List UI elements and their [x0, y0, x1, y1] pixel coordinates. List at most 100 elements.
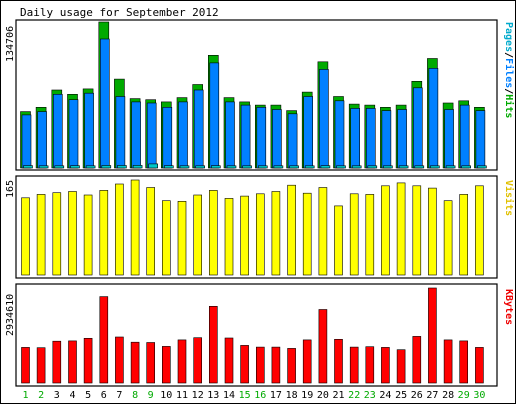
x-tick-label-day-10: 10	[160, 390, 172, 401]
legend-pages: Pages	[503, 22, 514, 52]
x-tick-label-day-6: 6	[101, 390, 107, 401]
files-bar-day-5	[84, 92, 94, 169]
x-tick-label-day-9: 9	[148, 390, 154, 401]
files-bar-day-8	[131, 101, 141, 169]
kbytes-bar-day-20	[318, 309, 328, 384]
x-tick-label-day-29: 29	[458, 390, 470, 401]
kbytes-bar-day-9	[146, 342, 155, 384]
visits-bar-day-4	[68, 191, 77, 276]
kbytes-bar-day-29	[459, 340, 469, 384]
visits-bar-day-26	[412, 185, 422, 276]
pages-bar-day-21	[336, 165, 346, 169]
pages-bar-day-5	[85, 165, 96, 169]
files-bar-day-17	[272, 109, 282, 169]
pages-bar-day-9	[148, 163, 158, 169]
x-tick-label-day-26: 26	[411, 390, 423, 401]
pages-bar-day-10	[164, 165, 174, 169]
kbytes-bar-day-18	[287, 348, 296, 384]
kbytes-bar-day-19	[302, 339, 312, 384]
kbytes-bar-day-24	[381, 347, 390, 384]
x-tick-label-day-1: 1	[22, 390, 28, 401]
files-bar-day-11	[178, 101, 188, 169]
visits-bar-day-17	[271, 191, 281, 276]
files-bar-day-19	[303, 96, 314, 169]
files-bar-day-24	[381, 110, 392, 169]
pages-bar-day-4	[70, 165, 80, 169]
x-axis-day-labels: 1 2 3 4 5 6 7 8 9 10 11 12 13 14 15 16 17 18 19 20 21 22 23 24 2…	[22, 390, 485, 401]
kbytes-bar-day-3	[52, 340, 62, 384]
pages-bar-day-26	[414, 165, 425, 169]
files-bar-day-1	[21, 114, 32, 169]
visits-bar-day-5	[83, 194, 93, 276]
x-tick-label-day-5: 5	[85, 390, 91, 401]
files-bar-day-9	[146, 102, 157, 169]
files-bar-day-30	[475, 110, 486, 169]
visits-bar-day-18	[287, 184, 296, 276]
pages-bar-day-19	[304, 165, 315, 169]
visits-bar-day-16	[255, 193, 265, 276]
pages-bar-day-7	[117, 165, 127, 169]
files-bar-day-12	[193, 89, 204, 169]
kbytes-bar-day-14	[224, 337, 234, 384]
kbytes-bar-day-17	[271, 346, 281, 384]
x-tick-label-day-13: 13	[207, 390, 219, 401]
pages-bar-day-30	[477, 165, 487, 169]
files-bar-day-3	[52, 94, 63, 169]
files-bar-day-14	[225, 101, 235, 169]
visits-bar-day-14	[224, 198, 234, 276]
visits-bar-day-6	[99, 190, 109, 276]
files-bar-day-7	[115, 96, 126, 169]
visits-bar-day-29	[459, 194, 469, 276]
x-tick-label-day-23: 23	[364, 390, 376, 401]
x-tick-label-day-3: 3	[54, 390, 60, 401]
legend-kbytes: KBytes	[503, 289, 514, 325]
files-bar-day-21	[334, 100, 345, 169]
visits-bar-day-1	[21, 197, 30, 276]
pages-bar-day-16	[257, 165, 268, 169]
x-tick-label-day-25: 25	[395, 390, 407, 401]
pages-bar-day-27	[430, 165, 440, 169]
kbytes-bar-day-23	[365, 346, 375, 384]
pages-bar-day-29	[461, 165, 472, 169]
files-bar-day-28	[444, 109, 454, 169]
visits-bar-day-23	[365, 194, 375, 276]
svg-text:Pages/Files/Hits: Pages/Files/Hits	[503, 22, 515, 118]
visits-bar-day-8	[130, 179, 140, 276]
visits-bar-day-19	[302, 192, 312, 276]
pages-bar-day-15	[242, 165, 252, 169]
pages-bar-day-2	[38, 165, 49, 169]
x-tick-label-day-17: 17	[270, 390, 282, 401]
kbytes-bar-day-8	[130, 341, 140, 384]
visits-bar-day-22	[349, 193, 359, 276]
x-tick-label-day-15: 15	[239, 390, 251, 401]
kbytes-y-max-label: 2934610	[5, 294, 16, 336]
visits-bar-day-21	[334, 205, 343, 276]
pages-bar-day-18	[289, 165, 299, 169]
visits-bar-day-2	[36, 194, 46, 276]
pages-bar-day-3	[54, 165, 65, 169]
hits-y-max-label: 134706	[5, 26, 16, 62]
kbytes-panel-bars	[21, 287, 484, 384]
kbytes-bar-day-27	[428, 287, 437, 384]
visits-bar-day-25	[396, 182, 406, 276]
kbytes-bar-day-25	[396, 349, 406, 384]
x-tick-label-day-16: 16	[254, 390, 266, 401]
x-tick-label-day-28: 28	[442, 390, 454, 401]
pages-bar-day-20	[320, 165, 331, 169]
kbytes-bar-day-7	[115, 336, 124, 384]
visits-bar-day-30	[475, 185, 484, 276]
legend-separator: /	[503, 52, 514, 58]
files-bar-day-22	[350, 108, 361, 169]
visits-bar-day-27	[428, 187, 437, 276]
x-tick-label-day-12: 12	[192, 390, 204, 401]
kbytes-bar-day-2	[36, 347, 46, 384]
files-bar-day-20	[319, 69, 329, 169]
files-bar-day-29	[459, 104, 470, 169]
kbytes-bar-day-11	[177, 339, 187, 384]
kbytes-bar-day-26	[412, 336, 422, 384]
legend-visits: Visits	[503, 180, 515, 216]
pages-bar-day-17	[273, 165, 284, 169]
legend-separator: /	[503, 88, 514, 94]
kbytes-bar-day-16	[255, 346, 265, 384]
